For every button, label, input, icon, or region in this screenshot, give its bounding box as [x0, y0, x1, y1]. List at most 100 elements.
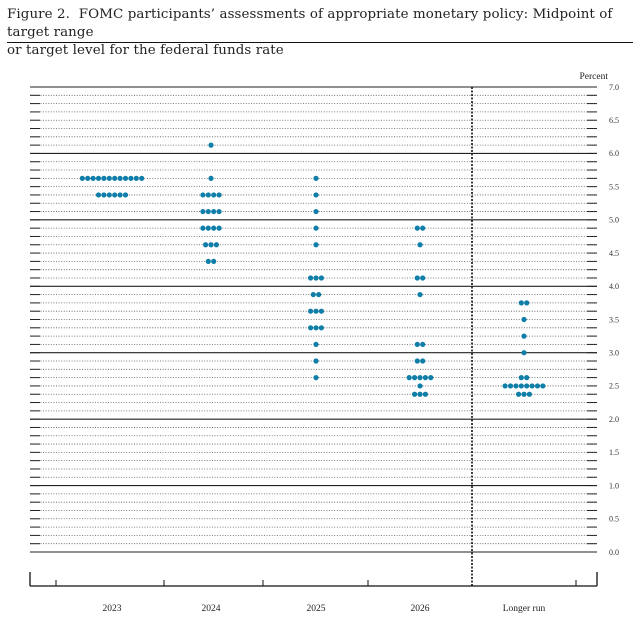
participant-dot: [313, 192, 319, 198]
caption-rule: [7, 42, 633, 43]
participant-dot: [313, 208, 319, 215]
participant-dot: [534, 383, 541, 389]
participant-dot: [95, 192, 102, 198]
participant-dot: [308, 308, 314, 314]
x-category-label: 2024: [202, 604, 221, 614]
participant-dot: [313, 308, 319, 314]
participant-dot: [216, 192, 222, 198]
participant-dot: [310, 291, 316, 298]
participant-dot: [524, 383, 530, 389]
participant-dot: [133, 175, 139, 181]
y-tick-label: 3.5: [609, 315, 619, 324]
participant-dot: [205, 225, 211, 231]
x-category-label: Longer run: [503, 604, 546, 614]
participant-dot: [529, 383, 535, 389]
figure-title-line2: or target level for the federal funds ra…: [7, 43, 284, 58]
dots: [79, 142, 546, 397]
participant-dot: [524, 375, 530, 381]
participant-dot: [318, 308, 324, 314]
participant-dot: [139, 175, 145, 181]
participant-dot: [205, 258, 211, 264]
participant-dot: [208, 242, 214, 248]
participant-dot: [122, 192, 129, 198]
participant-dot: [117, 192, 123, 198]
participant-dot: [313, 175, 319, 181]
y-axis: 0.0 0.5 1.0 1.5 2.0 2.5 3.0 3.5 4.0 4.5 5.0 5.5 6.0 6…: [609, 83, 619, 557]
participant-dot: [216, 225, 222, 231]
participant-dot: [417, 242, 423, 248]
participant-dot: [211, 258, 217, 264]
participant-dot: [211, 208, 217, 215]
participant-dot: [200, 225, 206, 231]
participant-dot: [414, 358, 420, 364]
participant-dot: [313, 275, 319, 281]
participant-dot: [200, 192, 206, 198]
participant-dot: [414, 225, 420, 231]
participant-dot: [428, 375, 434, 381]
y-tick-label: 0.0: [609, 548, 619, 557]
figure-caption: Figure 2. FOMC participants’ assessments…: [7, 6, 633, 60]
participant-dot: [313, 341, 319, 348]
participant-dot: [420, 225, 426, 231]
participant-dot: [313, 225, 319, 231]
participant-dot: [420, 275, 426, 281]
x-category-label: 2025: [307, 604, 326, 614]
participant-dot: [203, 242, 209, 248]
participant-dot: [208, 175, 214, 181]
y-tick-label: 4.0: [609, 282, 619, 291]
participant-dot: [502, 383, 508, 389]
participant-dot: [208, 142, 214, 148]
participant-dot: [90, 175, 96, 181]
x-category-label: 2026: [411, 604, 430, 614]
participant-dot: [526, 391, 533, 397]
participant-dot: [524, 300, 530, 306]
gridlines: [30, 86, 597, 553]
participant-dot: [117, 175, 123, 181]
participant-dot: [420, 341, 426, 348]
y-tick-label: 1.0: [609, 481, 619, 490]
participant-dot: [122, 175, 129, 181]
participant-dot: [112, 175, 118, 181]
participant-dot: [521, 391, 527, 397]
y-tick-label: 5.0: [609, 216, 619, 225]
y-tick-label: 1.5: [609, 448, 619, 457]
participant-dot: [521, 316, 527, 323]
participant-dot: [521, 350, 527, 356]
participant-dot: [318, 275, 324, 281]
participant-dot: [313, 375, 319, 381]
participant-dot: [516, 391, 522, 397]
y-tick-label: 6.5: [609, 116, 619, 125]
participant-dot: [313, 325, 319, 331]
y-tick-label: 2.5: [609, 382, 619, 391]
participant-dot: [518, 300, 524, 306]
participant-dot: [422, 391, 428, 397]
participant-dot: [95, 175, 102, 181]
participant-dot: [518, 383, 524, 389]
participant-dot: [106, 175, 112, 181]
participant-dot: [417, 391, 423, 397]
participant-dot: [313, 242, 319, 248]
participant-dot: [521, 333, 527, 339]
y-tick-label: 4.5: [609, 249, 619, 258]
figure-label: Figure 2.: [7, 7, 71, 22]
participant-dot: [85, 175, 91, 181]
participant-dot: [540, 383, 546, 389]
participant-dot: [216, 208, 222, 215]
participant-dot: [200, 208, 206, 215]
y-tick-label: 7.0: [609, 83, 619, 92]
figure-title-line1: FOMC participants’ assessments of approp…: [7, 7, 613, 40]
y-tick-label: 6.0: [609, 149, 619, 158]
participant-dot: [112, 192, 118, 198]
participant-dot: [213, 242, 219, 248]
y-tick-label: 3.0: [609, 349, 619, 358]
participant-dot: [101, 192, 107, 198]
participant-dot: [412, 391, 418, 397]
participant-dot: [420, 358, 426, 364]
participant-dot: [316, 291, 322, 298]
participant-dot: [128, 175, 134, 181]
participant-dot: [211, 225, 217, 231]
participant-dot: [211, 192, 217, 198]
y-axis-unit-label: Percent: [580, 72, 609, 82]
x-category-label: 2023: [103, 604, 122, 614]
y-tick-label: 5.5: [609, 182, 619, 191]
